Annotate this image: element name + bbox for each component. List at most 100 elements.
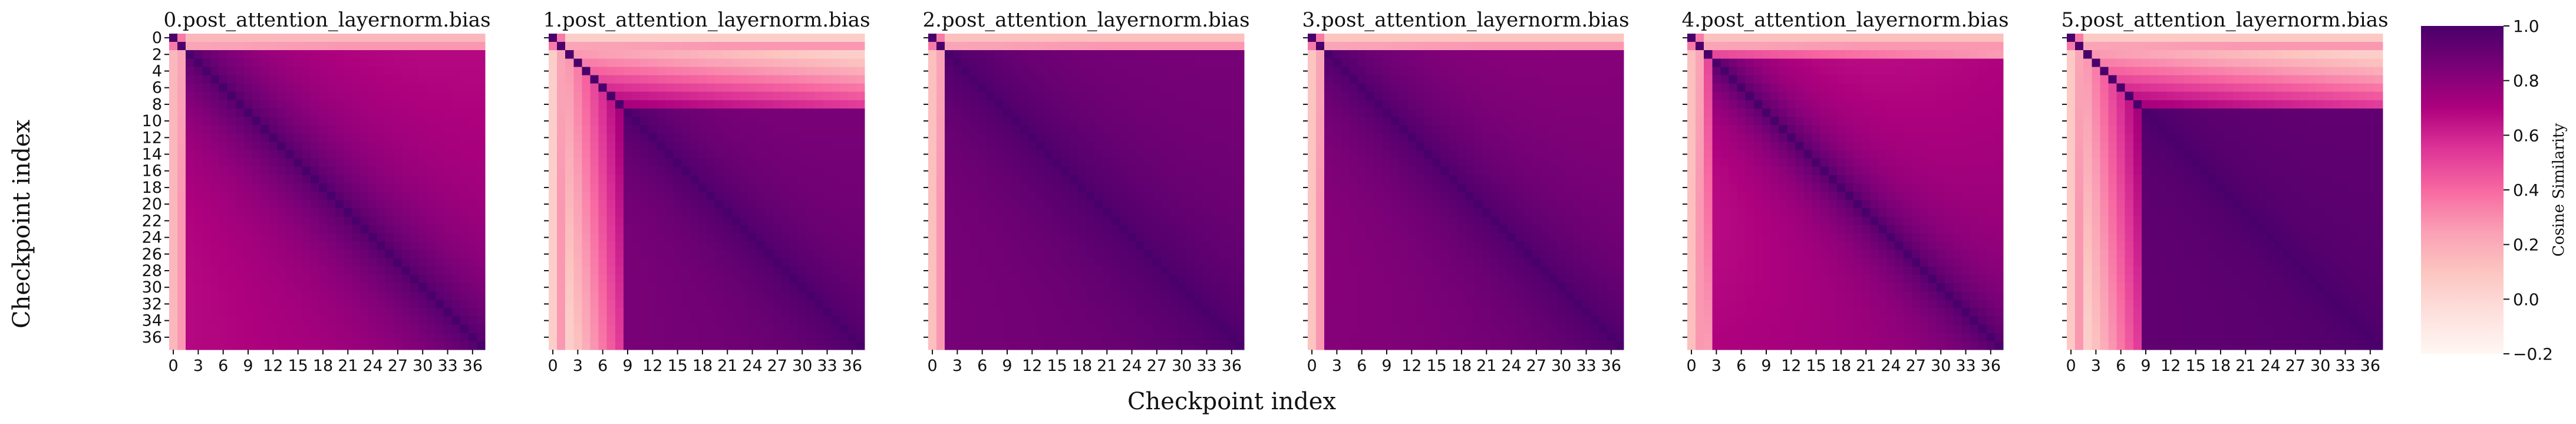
heatmap-cell — [418, 200, 427, 209]
heatmap-cell — [764, 283, 774, 292]
heatmap-cell — [418, 75, 427, 84]
heatmap-cell — [1202, 283, 1212, 292]
heatmap-cell — [1086, 249, 1095, 259]
heatmap-cell — [1515, 100, 1525, 109]
heatmap-cell — [986, 266, 995, 275]
heatmap-cell — [1053, 142, 1062, 151]
heatmap-cell — [1002, 183, 1012, 192]
heatmap-cell — [839, 67, 849, 76]
heatmap-cell — [928, 91, 937, 101]
heatmap-cell — [169, 316, 178, 326]
heatmap-cell — [1482, 67, 1491, 76]
heatmap-cell — [1582, 91, 1591, 101]
heatmap-cell — [823, 275, 832, 284]
heatmap-cell — [194, 175, 203, 184]
heatmap-cell — [243, 333, 253, 342]
heatmap-cell — [1069, 50, 1078, 59]
heatmap-cell — [590, 50, 599, 59]
heatmap-cell — [640, 117, 649, 126]
heatmap-cell — [707, 142, 715, 151]
heatmap-cell — [856, 192, 865, 201]
heatmap-cell — [344, 75, 352, 84]
heatmap-cell — [764, 324, 774, 334]
heatmap-cell — [1432, 58, 1442, 68]
heatmap-cell — [1532, 50, 1541, 59]
heatmap-cell — [945, 192, 954, 201]
heatmap-cell — [360, 183, 370, 192]
heatmap-cell — [615, 125, 624, 134]
heatmap-cell — [1152, 225, 1162, 234]
heatmap-cell — [1094, 117, 1103, 126]
heatmap-cell — [476, 75, 486, 84]
heatmap-cell — [1440, 117, 1450, 126]
heatmap-cell — [210, 308, 220, 317]
heatmap-cell — [293, 225, 303, 234]
heatmap-cell — [1103, 216, 1111, 226]
heatmap-cell — [1219, 216, 1228, 226]
x-tick-label: 27 — [1147, 357, 1167, 375]
heatmap-cell — [1440, 50, 1450, 59]
heatmap-cell — [615, 100, 624, 109]
heatmap-cell — [1365, 108, 1375, 117]
heatmap-cell — [565, 133, 574, 142]
heatmap-cell — [748, 133, 757, 142]
heatmap-cell — [681, 83, 691, 93]
heatmap-cell — [831, 200, 840, 209]
heatmap-cell — [814, 34, 824, 42]
heatmap-cell — [606, 192, 616, 201]
heatmap-cell — [360, 142, 370, 151]
heatmap-cell — [839, 75, 849, 84]
heatmap-cell — [756, 83, 766, 93]
heatmap-cell — [177, 67, 186, 76]
heatmap-cell — [1069, 133, 1078, 142]
heatmap-cell — [731, 108, 741, 117]
heatmap-cell — [252, 249, 261, 259]
heatmap-cell — [790, 91, 799, 101]
heatmap-cell — [1086, 324, 1095, 334]
heatmap-cell — [1574, 91, 1583, 101]
heatmap-cell — [327, 142, 336, 151]
heatmap-cell — [401, 158, 411, 167]
heatmap-cell — [1011, 225, 1020, 234]
heatmap-cell — [186, 150, 194, 159]
heatmap-cell — [260, 150, 269, 159]
heatmap-cell — [790, 108, 799, 117]
heatmap-cell — [748, 316, 757, 326]
heatmap-cell — [318, 266, 328, 275]
heatmap-cell — [1391, 75, 1400, 84]
heatmap-cell — [856, 249, 865, 259]
heatmap-cell — [814, 58, 824, 68]
heatmap-cell — [1515, 58, 1525, 68]
heatmap-cell — [401, 91, 411, 101]
heatmap-cell — [1490, 117, 1500, 126]
heatmap-cell — [573, 258, 583, 267]
heatmap-cell — [318, 341, 328, 350]
heatmap-cell — [1374, 58, 1383, 68]
heatmap-cell — [401, 333, 411, 342]
heatmap-cell — [476, 183, 486, 192]
heatmap-cell — [1235, 241, 1245, 251]
heatmap-cell — [269, 100, 278, 109]
heatmap-cell — [1152, 192, 1162, 201]
heatmap-cell — [401, 258, 411, 267]
heatmap-cell — [557, 117, 566, 126]
heatmap-cell — [310, 316, 319, 326]
heatmap-cell — [227, 308, 236, 317]
heatmap-cell — [1490, 125, 1500, 134]
heatmap-cell — [1194, 249, 1203, 259]
heatmap-cell — [1169, 125, 1178, 134]
heatmap-cell — [1177, 324, 1186, 334]
heatmap-cell — [598, 50, 608, 59]
heatmap-cell — [1235, 75, 1245, 84]
heatmap-cell — [269, 175, 278, 184]
heatmap-cell — [673, 150, 682, 159]
heatmap-cell — [856, 216, 865, 226]
heatmap-cell — [1053, 34, 1062, 42]
heatmap-cell — [1053, 175, 1062, 184]
heatmap-cell — [606, 275, 616, 284]
heatmap-cell — [1119, 108, 1129, 117]
heatmap-cell — [1607, 58, 1616, 68]
heatmap-cell — [1235, 175, 1245, 184]
heatmap-cell — [615, 249, 624, 259]
heatmap-cell — [756, 258, 766, 267]
